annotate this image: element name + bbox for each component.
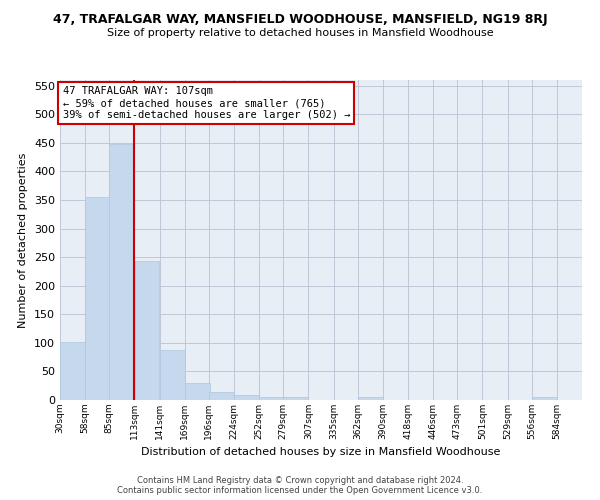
Bar — [234, 395, 259, 400]
Bar — [60, 342, 85, 400]
Y-axis label: Number of detached properties: Number of detached properties — [19, 152, 28, 328]
Bar — [259, 396, 284, 400]
Bar — [185, 383, 209, 400]
X-axis label: Distribution of detached houses by size in Mansfield Woodhouse: Distribution of detached houses by size … — [142, 448, 500, 458]
Text: Size of property relative to detached houses in Mansfield Woodhouse: Size of property relative to detached ho… — [107, 28, 493, 38]
Text: 47 TRAFALGAR WAY: 107sqm
← 59% of detached houses are smaller (765)
39% of semi-: 47 TRAFALGAR WAY: 107sqm ← 59% of detach… — [62, 86, 350, 120]
Text: Contains HM Land Registry data © Crown copyright and database right 2024.: Contains HM Land Registry data © Crown c… — [137, 476, 463, 485]
Text: Contains public sector information licensed under the Open Government Licence v3: Contains public sector information licen… — [118, 486, 482, 495]
Bar — [109, 144, 134, 400]
Bar — [283, 397, 308, 400]
Bar — [160, 350, 185, 400]
Bar — [209, 392, 234, 400]
Bar — [358, 397, 383, 400]
Bar — [134, 261, 160, 400]
Bar — [85, 196, 110, 400]
Bar — [532, 397, 557, 400]
Text: 47, TRAFALGAR WAY, MANSFIELD WOODHOUSE, MANSFIELD, NG19 8RJ: 47, TRAFALGAR WAY, MANSFIELD WOODHOUSE, … — [53, 12, 547, 26]
